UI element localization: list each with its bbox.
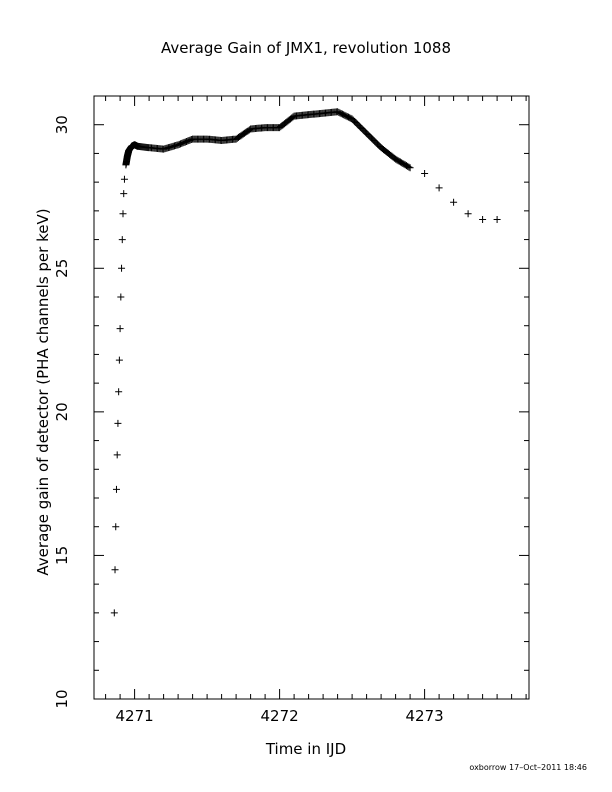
footer-stamp: oxborrow 17–Oct–2011 18:46	[469, 763, 587, 772]
data-point	[406, 164, 414, 172]
data-point	[113, 451, 121, 459]
data-point	[421, 170, 429, 178]
data-point	[112, 523, 120, 531]
data-point	[118, 264, 126, 272]
x-tick-label: 4271	[116, 707, 154, 725]
data-point	[493, 215, 501, 223]
data-point	[117, 293, 125, 301]
data-point	[479, 215, 487, 223]
data-point	[115, 356, 123, 364]
x-tick-label: 4272	[261, 707, 299, 725]
y-tick-label: 30	[53, 115, 71, 134]
x-tick-label: 4273	[406, 707, 444, 725]
x-axis-label: Time in IJD	[265, 740, 346, 758]
y-tick-label: 25	[53, 259, 71, 278]
axis-ticks	[94, 95, 529, 700]
data-point	[115, 388, 123, 396]
data-point	[118, 236, 126, 244]
data-point	[112, 485, 120, 493]
data-point	[111, 566, 119, 574]
plot-frame	[93, 95, 530, 700]
data-point	[435, 184, 443, 192]
data-point	[116, 325, 124, 333]
data-point	[120, 175, 128, 183]
data-point	[120, 190, 128, 198]
data-point	[464, 210, 472, 218]
data-point	[450, 198, 458, 206]
y-tick-label: 20	[53, 402, 71, 421]
data-point	[110, 609, 118, 617]
y-tick-label: 15	[53, 546, 71, 565]
chart-title: Average Gain of JMX1, revolution 1088	[161, 39, 451, 57]
y-axis-label: Average gain of detector (PHA channels p…	[34, 208, 52, 575]
data-point	[119, 210, 127, 218]
data-point	[114, 419, 122, 427]
axis-tick-labels: 4271 4272 4273 10 15 20 25 30	[53, 115, 444, 725]
data-points	[110, 108, 501, 617]
data-point	[405, 163, 413, 171]
y-tick-label: 10	[53, 689, 71, 708]
